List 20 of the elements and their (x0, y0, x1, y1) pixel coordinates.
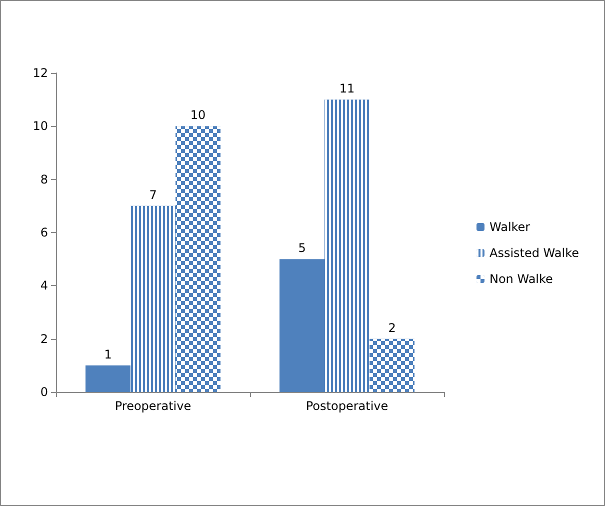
legend-label: Non Walke (489, 272, 553, 286)
data-label: 7 (149, 188, 157, 202)
data-label: 2 (388, 320, 396, 335)
y-tick-label: 12 (32, 66, 48, 80)
data-label: 10 (190, 108, 206, 122)
x-tick-label: Postoperative (306, 399, 388, 413)
y-tick-label: 4 (40, 278, 48, 293)
bar (86, 365, 130, 392)
y-tick-label: 0 (40, 385, 48, 399)
data-label: 5 (298, 241, 306, 256)
data-label: 11 (339, 82, 355, 96)
legend-label: Assisted Walke (489, 246, 580, 260)
y-tick-label: 10 (32, 119, 48, 134)
data-label: 1 (104, 347, 112, 362)
y-tick-label: 8 (40, 172, 48, 186)
legend-label: Walker (489, 220, 530, 234)
x-tick-label: Preoperative (114, 399, 192, 413)
y-tick-label: 2 (40, 332, 48, 346)
bar (280, 259, 324, 392)
y-tick-label: 6 (40, 226, 48, 240)
